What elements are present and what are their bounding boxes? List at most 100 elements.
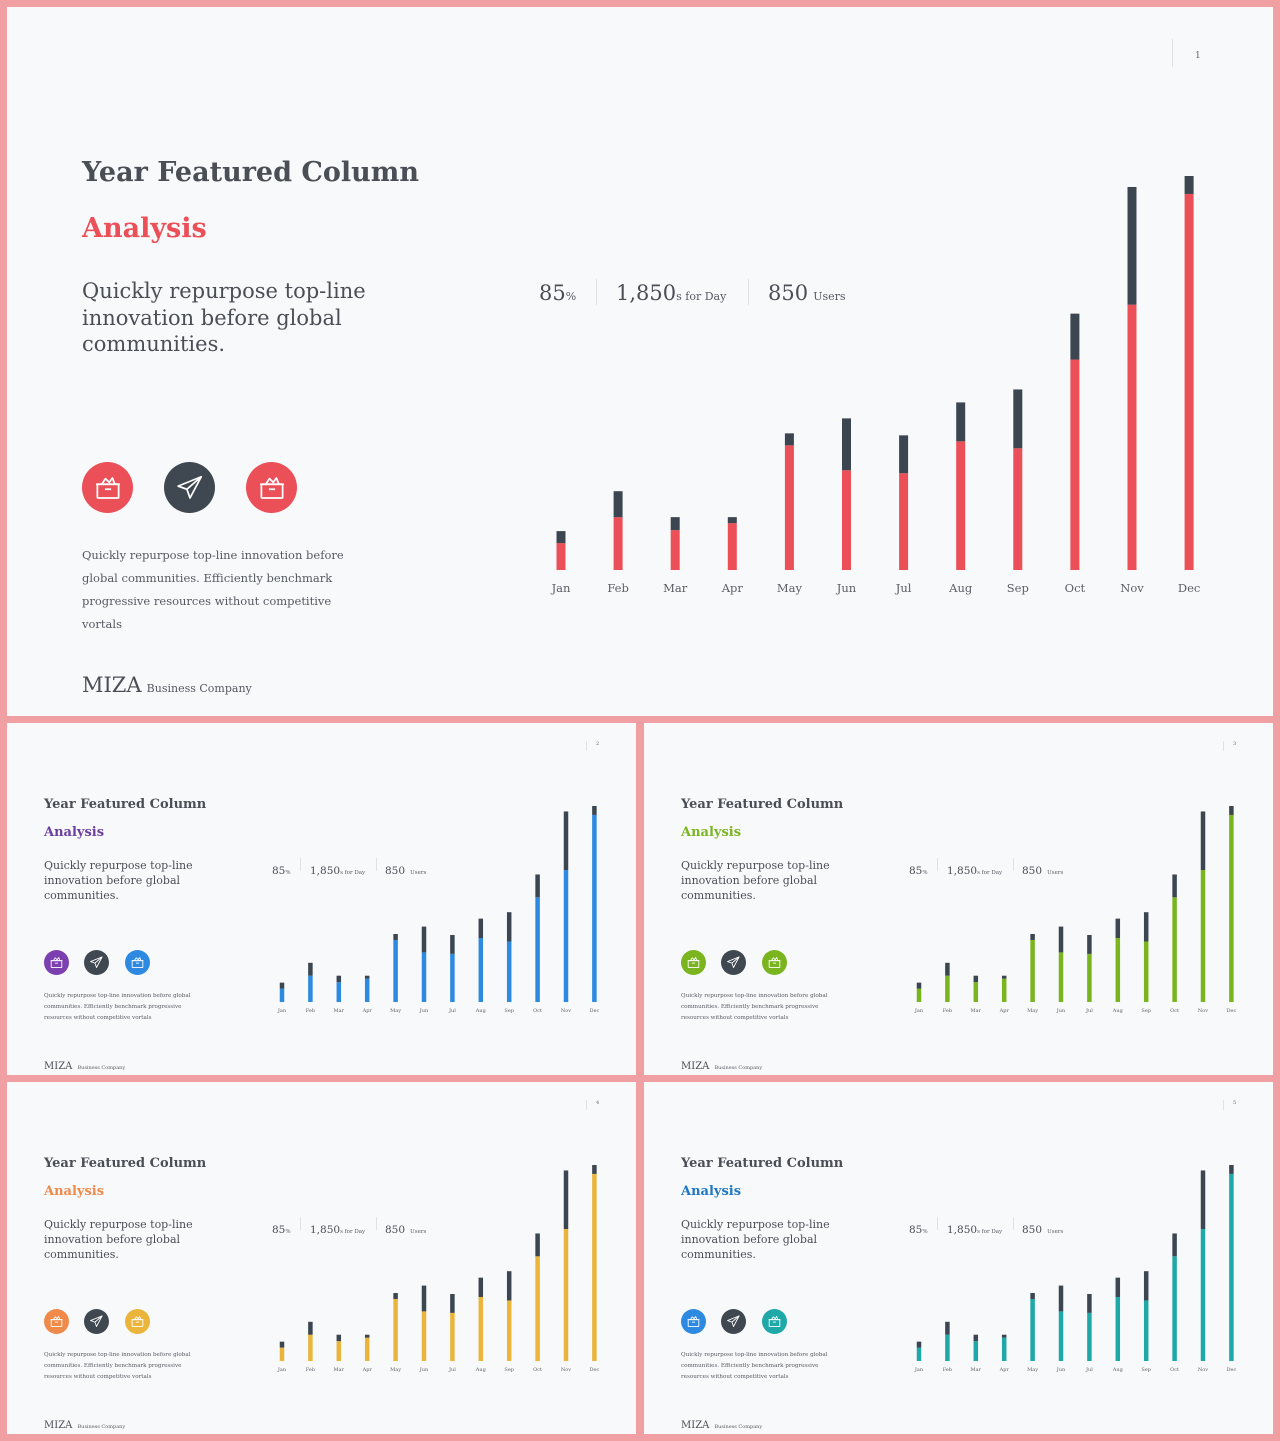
stat-unit: Users [1047,1229,1064,1235]
bar-jun-top [842,418,851,471]
x-tick-label: Sep [504,1367,514,1373]
bar-oct-base [535,1256,540,1361]
x-tick-label: Jun [1056,1367,1066,1373]
box-icon [44,1309,69,1334]
slide-1: 1 Year Featured Column Analysis Quickly … [7,7,1273,716]
bar-may-base [1030,1298,1035,1361]
page-number-divider [1223,741,1224,751]
bar-oct-top [535,1233,540,1257]
x-tick-label: Oct [533,1008,542,1014]
lead-text: Quickly repurpose top-line innovation be… [44,859,193,902]
bar-dec-base [592,1173,597,1361]
stat-users: 850 Users [1022,859,1063,878]
brand-name: MIZA [681,1420,710,1431]
x-tick-label: Jul [448,1008,456,1014]
bar-chart: Jan Feb Mar Apr May Jun Jul Aug Sep Oct Nov Dec [914,806,1237,1014]
bar-feb-base [308,975,313,1002]
bar-chart: Jan Feb Mar Apr May Jun Jul Aug Sep Oct Nov Dec [914,1165,1236,1373]
stat-divider [937,1217,938,1230]
bar-jun-base [421,1311,427,1361]
bar-dec-base [1229,814,1234,1002]
bar-aug-base [1115,937,1121,1002]
bar-may-base [784,445,794,570]
bar-jan-base [916,1347,922,1361]
bar-feb-top [945,1321,950,1335]
bar-aug-base [478,937,484,1002]
stat-value: 85 [272,1224,286,1236]
stat-unit: Users [410,1229,427,1235]
bar-jun-top [1058,926,1064,953]
page-number-divider [586,741,587,751]
stat-value: 85 [272,865,286,877]
bar-dec-top [592,806,597,815]
x-tick-label: Apr [999,1367,1010,1373]
x-tick-label: May [390,1008,401,1014]
bar-mar-top [670,517,680,531]
page-number-divider [1223,1100,1224,1110]
bar-jul-base [1087,953,1092,1002]
box-icon [681,1309,706,1334]
stat-per-day: 1,850s for Day [310,859,365,878]
bar-chart: Jan Feb Mar Apr May Jun Jul Aug Sep Oct Nov Dec [277,806,600,1014]
x-tick-label: Dec [590,1367,600,1373]
bar-jun-base [842,470,851,570]
brand: MIZA Business Company [82,673,252,697]
bar-jul-base [450,1312,455,1361]
stat-divider [1013,858,1014,871]
x-tick-label: Dec [590,1008,600,1014]
bar-jun-base [1058,1311,1064,1361]
x-tick-label: May [1027,1367,1038,1373]
bar-apr-base [364,1337,370,1361]
bar-mar-base [973,1341,979,1361]
slide-title: Year Featured Column [44,1156,207,1171]
bar-feb-top [613,491,623,518]
bar-dec-top [1184,176,1194,194]
bar-feb-base [945,1334,950,1361]
x-tick-label: Nov [1198,1008,1208,1014]
bar-apr-top [364,1334,370,1338]
paper-plane-icon [84,1309,109,1334]
bar-feb-base [613,517,623,570]
x-tick-label: Aug [475,1008,487,1014]
bar-aug-top [478,1277,484,1297]
stat-divider [300,858,301,871]
x-tick-label: Nov [1120,581,1144,595]
x-tick-label: Nov [1198,1367,1208,1373]
bar-feb-base [945,975,950,1002]
bar-sep-top [1143,1271,1149,1301]
lead-text: Quickly repurpose top-line innovation be… [681,859,830,902]
x-tick-label: Jun [419,1008,429,1014]
x-tick-label: Dec [1227,1008,1237,1014]
stat-value: 1,850 [947,865,978,877]
x-tick-label: Jan [914,1008,924,1014]
stat-unit: % [285,1229,291,1235]
stat-value: 85 [909,865,923,877]
bar-oct-top [1172,874,1177,898]
bar-sep-top [1013,389,1023,449]
x-tick-label: Mar [334,1367,345,1373]
bar-oct-top [1172,1233,1177,1257]
bar-aug-base [956,441,966,570]
stat-value: 850 [1022,1224,1043,1236]
stat-divider [748,279,749,305]
bar-chart: Jan Feb Mar Apr May Jun Jul Aug Sep Oct Nov Dec [277,1165,600,1373]
x-tick-label: Feb [943,1367,952,1373]
x-tick-label: Apr [999,1008,1010,1014]
x-tick-label: Jul [1085,1008,1093,1014]
x-tick-label: Oct [1170,1367,1179,1373]
brand-name: MIZA [681,1061,710,1072]
bar-mar-top [336,1334,342,1342]
bar-jan-top [279,1341,285,1348]
brand-tag: Business Company [77,1065,126,1071]
stat-percent: 85% [272,1218,291,1237]
bar-nov-top [1127,186,1137,305]
bar-jan-top [279,982,285,989]
bar-jan-top [916,982,922,989]
brand-tag: Business Company [714,1424,763,1430]
x-tick-label: Mar [334,1008,345,1014]
paper-plane-icon [164,462,215,513]
bar-jul-top [1087,1294,1092,1313]
slide-title: Year Featured Column [681,797,844,812]
brand-name: MIZA [44,1420,73,1431]
brand-name: MIZA [44,1061,73,1072]
